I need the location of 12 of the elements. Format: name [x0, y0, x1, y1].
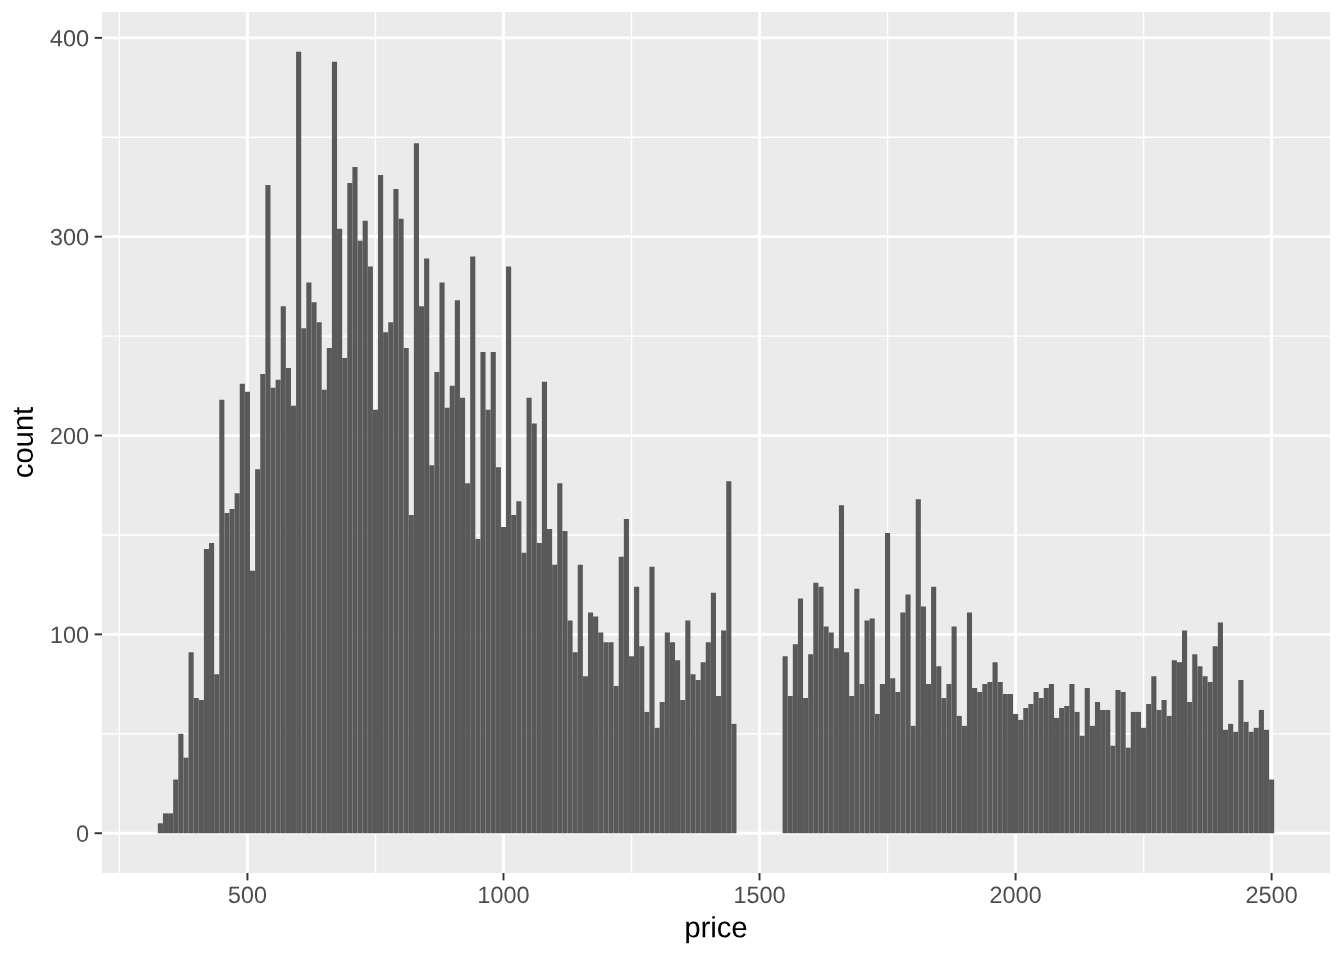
x-tick-label: 1000 [479, 886, 529, 904]
x-tick-label: 1500 [735, 886, 785, 904]
x-tick-label: 2500 [1246, 886, 1297, 904]
y-tick-label: 300 [50, 228, 89, 246]
y-tick-label: 100 [51, 626, 89, 644]
y-tick-label: 0 [76, 825, 89, 842]
y-tick-label: 200 [51, 427, 89, 445]
x-axis-title: price [686, 916, 747, 944]
x-tick-label: 500 [228, 886, 267, 904]
x-tick-label: 2000 [990, 886, 1041, 904]
y-tick-label: 400 [50, 29, 89, 47]
y-axis-title: count [13, 407, 34, 477]
